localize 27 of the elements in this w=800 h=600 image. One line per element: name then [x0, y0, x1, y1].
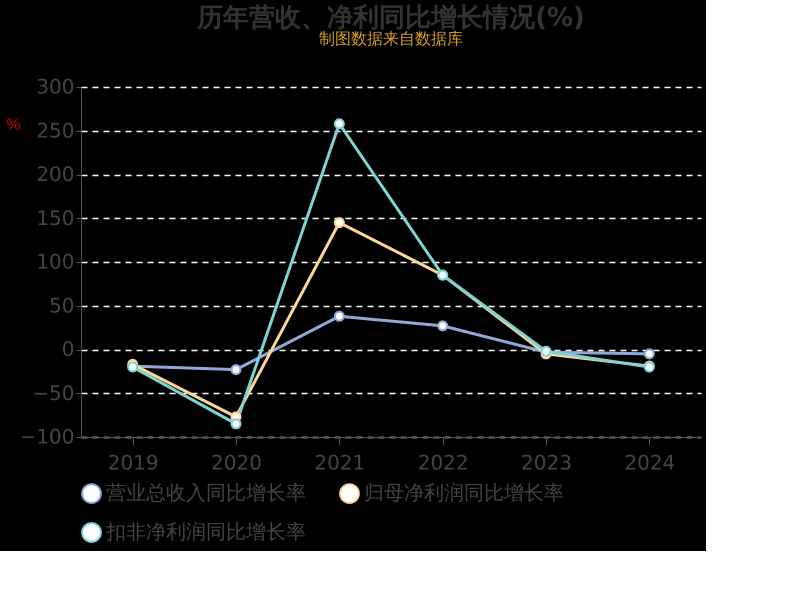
legend-label: 营业总收入同比增长率	[106, 480, 306, 505]
legend-label: 归母净利润同比增长率	[364, 480, 564, 505]
point	[334, 217, 345, 228]
x-tick-label: 2020	[211, 450, 262, 474]
point	[334, 310, 345, 322]
x-tick-label: 2019	[108, 450, 159, 474]
y-tick-label: −100	[20, 424, 74, 448]
y-tick-label: 250	[36, 118, 74, 142]
y-axis-title: %	[6, 116, 21, 134]
point	[437, 320, 448, 332]
x-tick-label: 2024	[624, 450, 676, 474]
y-tick-label: −50	[32, 380, 74, 405]
legend-label: 扣非净利润同比增长率	[105, 520, 306, 544]
y-tick-label: 0	[62, 337, 74, 361]
x-tick-label: 2023	[521, 450, 572, 474]
point	[334, 118, 345, 130]
x-tick-label: 2022	[418, 450, 469, 474]
text: 制图数据来自数据库	[319, 29, 463, 48]
y-tick-label: 50	[49, 293, 74, 318]
point	[230, 418, 242, 430]
point	[230, 364, 242, 376]
y-tick-label: 100	[36, 250, 74, 274]
point	[644, 348, 655, 360]
y-tick-label: 150	[36, 206, 74, 230]
x-tick-label: 2021	[314, 450, 366, 474]
y-tick-label: 300	[36, 74, 74, 98]
y-tick-label: 200	[36, 162, 74, 186]
